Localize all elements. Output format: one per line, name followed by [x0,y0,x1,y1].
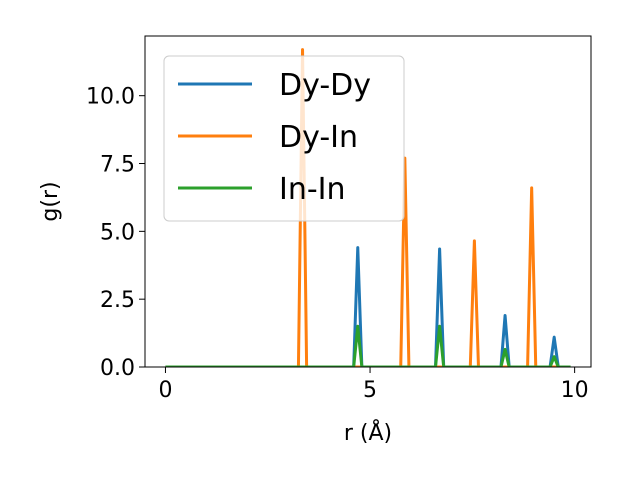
legend-box [163,55,405,222]
x-axis-label: r (Å) [344,419,392,446]
x-tick-label: 10 [561,378,589,403]
x-axis: 0 5 10 [158,367,589,403]
y-tick-label: 10.0 [86,85,135,110]
x-tick-label: 0 [158,378,172,403]
y-tick-label: 5.0 [100,220,135,245]
series-line-in-in [165,324,571,367]
x-tick-label: 5 [363,378,377,403]
plot-frame [144,35,592,368]
legend-label: In-In [279,172,346,207]
y-tick-label: 2.5 [100,288,135,313]
legend-label: Dy-In [279,120,358,155]
y-axis-label: g(r) [38,181,63,221]
legend: Dy-Dy Dy-In In-In [163,55,405,222]
legend-label: Dy-Dy [279,68,371,103]
y-axis: 0.0 2.5 5.0 7.5 10.0 [86,85,145,381]
y-tick-label: 0.0 [100,356,135,381]
y-tick-label: 7.5 [100,153,135,178]
series-line-dy-dy [165,246,571,367]
